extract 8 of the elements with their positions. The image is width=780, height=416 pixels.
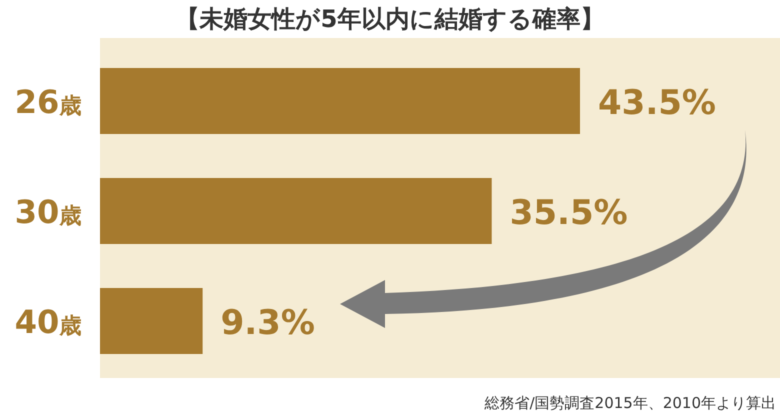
data-label: 35.5% xyxy=(510,193,628,233)
text: 総務省/国勢調査2015年、2010年より算出 xyxy=(484,394,776,412)
y-tick-label: 30歳 xyxy=(14,193,82,231)
chart-title: 【未婚女性が5年以内に結婚する確率】 xyxy=(176,5,604,33)
data-label: 9.3% xyxy=(220,303,315,343)
y-tick-label: 40歳 xyxy=(14,303,82,341)
y-tick-label: 26歳 xyxy=(14,83,82,121)
data-label: 43.5% xyxy=(598,83,716,123)
